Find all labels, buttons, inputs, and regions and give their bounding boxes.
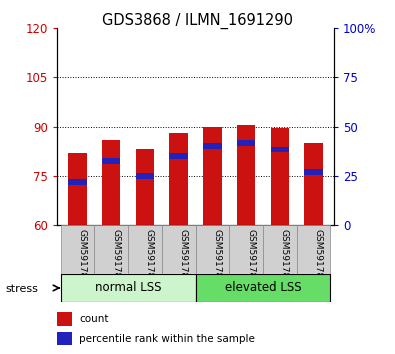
Text: GSM591781: GSM591781 <box>77 229 87 284</box>
Bar <box>135 149 154 225</box>
Text: GSM591787: GSM591787 <box>280 229 289 284</box>
Bar <box>229 225 263 274</box>
Text: GSM591782: GSM591782 <box>111 229 120 284</box>
Bar <box>102 158 120 164</box>
Bar <box>169 153 188 159</box>
Bar <box>271 128 289 225</box>
Bar <box>68 179 87 185</box>
Bar <box>128 225 162 274</box>
Bar <box>102 139 120 225</box>
Text: GDS3868 / ILMN_1691290: GDS3868 / ILMN_1691290 <box>102 12 293 29</box>
Bar <box>203 126 222 225</box>
Bar <box>297 225 330 274</box>
Bar <box>237 125 256 225</box>
Text: GSM591785: GSM591785 <box>213 229 221 284</box>
Bar <box>94 225 128 274</box>
Text: normal LSS: normal LSS <box>95 281 161 295</box>
Bar <box>169 133 188 225</box>
Bar <box>162 225 196 274</box>
Text: stress: stress <box>5 284 38 293</box>
Bar <box>203 143 222 149</box>
Text: GSM591784: GSM591784 <box>179 229 188 284</box>
Bar <box>304 170 323 175</box>
Bar <box>68 153 87 225</box>
Text: GSM591783: GSM591783 <box>145 229 154 284</box>
Text: percentile rank within the sample: percentile rank within the sample <box>79 333 256 344</box>
Bar <box>237 140 256 146</box>
Bar <box>263 225 297 274</box>
Bar <box>271 147 289 153</box>
Bar <box>57 332 72 346</box>
Bar <box>304 143 323 225</box>
Bar <box>61 274 196 302</box>
Bar <box>135 173 154 179</box>
Text: elevated LSS: elevated LSS <box>225 281 301 295</box>
Bar <box>57 312 72 326</box>
Text: GSM591786: GSM591786 <box>246 229 255 284</box>
Bar <box>196 274 330 302</box>
Bar <box>61 225 94 274</box>
Text: count: count <box>79 314 109 324</box>
Text: GSM591788: GSM591788 <box>314 229 323 284</box>
Bar <box>196 225 229 274</box>
